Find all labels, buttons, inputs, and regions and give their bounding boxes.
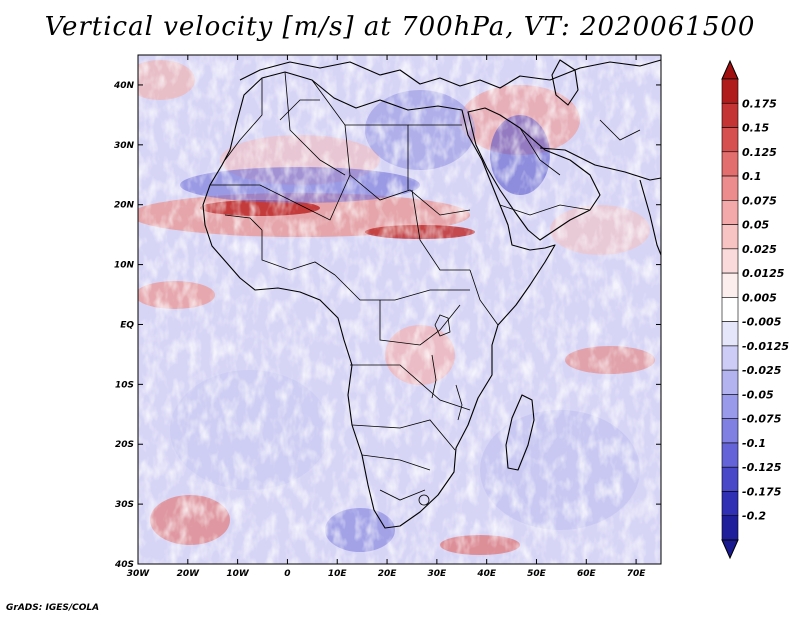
colorbar-swatch [721,127,739,153]
lat-label: 40S [114,560,134,570]
lat-label: 30N [114,141,135,151]
lon-label: 30E [428,569,448,579]
country-borders [210,71,641,501]
longitude-axis: 30W 20W 10W 0 10E 20E 30E 40E 50E 60E 70E [127,55,647,579]
lon-label: 10W [226,569,250,579]
lon-label: 0 [284,569,290,579]
caspian-sea [551,59,579,106]
colorbar-swatch [721,248,739,274]
colorbar-level-label: -0.075 [742,413,782,426]
arabia-coast [467,107,601,241]
colorbar-level-label: 0.05 [742,219,769,232]
colorbar-swatch [721,78,739,104]
colorbar-level-label: -0.005 [742,316,782,329]
africa-coastline [202,71,556,529]
lon-label: 30W [127,569,151,579]
colorbar-swatch [721,151,739,177]
colorbar-level-label: 0.0125 [742,267,785,280]
colorbar-swatch [721,102,739,128]
colorbar-level-label: 0.025 [742,243,777,256]
colorbar-level-label: -0.1 [742,437,766,450]
lat-label: 20N [114,201,135,211]
latitude-axis: 40N 30N 20N 10N EQ 10S 20S 30S 40S [113,81,661,570]
mediterranean-north [239,59,662,89]
colorbar-level-label: 0.15 [742,122,769,135]
colorbar-top-arrow [721,59,739,80]
lat-label: 10S [115,380,134,390]
colorbar-level-label: -0.05 [742,388,774,401]
colorbar-bottom-arrow [721,539,739,560]
india-coast [639,179,662,256]
coastlines [202,59,662,529]
colorbar-level-label: 0.075 [742,194,777,207]
map-title: Vertical velocity [m/s] at 700hPa, VT: 2… [44,12,756,42]
lon-label: 20E [378,569,398,579]
madagascar [505,394,535,471]
lon-label: 20W [177,569,201,579]
colorbar-level-label: -0.2 [742,510,766,523]
colorbar-level-label: -0.025 [742,364,782,377]
lakes [418,314,463,506]
colorbar-swatch [721,491,739,517]
lon-label: 10E [328,569,348,579]
colorbar-swatch [721,321,739,347]
lon-label: 50E [527,569,547,579]
iran-coast [539,147,662,181]
colorbar-swatch [721,442,739,468]
colorbar-swatch [721,418,739,444]
lat-label: 20S [115,440,134,450]
colorbar-swatch [721,394,739,419]
colorbar-level-label: 0.175 [742,97,777,110]
colorbar-swatch [721,224,739,250]
colorbar-level-label: -0.125 [742,461,782,474]
colorbar-swatch [721,272,739,298]
colorbar-swatch [721,175,739,201]
map-frame [137,54,662,565]
lon-label: 70E [627,569,647,579]
colorbar-swatch [721,466,739,492]
colorbar-level-label: -0.175 [742,485,782,498]
lat-label: 10N [114,261,135,271]
lon-label: 40E [476,569,497,579]
colorbar-swatch [721,369,739,395]
lat-label: 30S [115,500,134,510]
colorbar-swatch [721,345,739,371]
lon-label: 60E [577,569,597,579]
colorbar-swatch [721,200,739,225]
lat-label: 40N [113,81,135,91]
colorbar-swatch [721,297,739,322]
lat-label: EQ [120,320,134,330]
colorbar-level-label: 0.125 [742,146,777,159]
colorbar-level-label: 0.1 [742,170,762,183]
grads-credit: GrADS: IGES/COLA [6,603,100,613]
colorbar-swatch [721,515,739,541]
colorbar: 0.175 0.15 0.125 0.1 0.075 0.05 0.025 0.0125 0.0… [721,59,789,560]
velocity-field [138,55,661,564]
colorbar-level-label: -0.0125 [742,340,789,353]
colorbar-level-label: 0.005 [742,291,777,304]
